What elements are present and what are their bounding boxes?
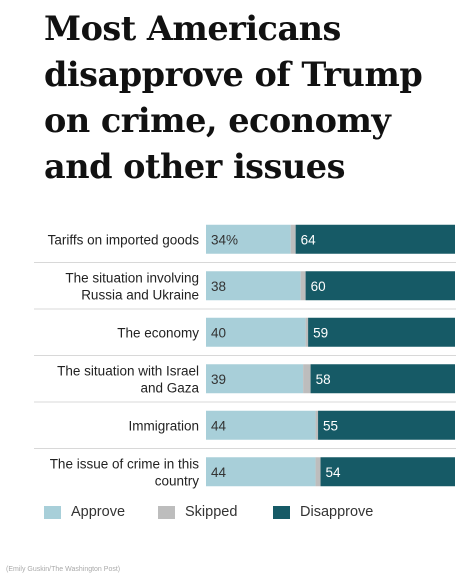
category-label-line: The issue of crime in this xyxy=(50,456,200,471)
bar-skipped xyxy=(290,224,296,254)
data-label-approve: 44 xyxy=(211,465,227,480)
data-label-approve: 40 xyxy=(211,325,226,340)
title-line: and other issues xyxy=(44,147,345,186)
legend: Approve Skipped Disapprove xyxy=(44,504,444,524)
legend-swatch-approve xyxy=(44,505,61,519)
data-label-disapprove: 64 xyxy=(301,232,317,247)
category-label: The economy xyxy=(117,325,199,340)
bar-approve xyxy=(206,317,306,347)
data-label-disapprove: 55 xyxy=(323,418,338,433)
category-label-line: The situation with Israel xyxy=(57,363,199,378)
data-label-approve: 38 xyxy=(211,279,226,294)
bar-approve xyxy=(206,224,291,254)
category-label-line: Tariffs on imported goods xyxy=(48,232,200,247)
bar-disapprove xyxy=(320,457,455,487)
bar-approve xyxy=(206,410,316,440)
bar-skipped xyxy=(305,317,309,347)
bar-skipped xyxy=(315,457,321,487)
stacked-bar-chart: Tariffs on imported goods 34% 64 The situat… xyxy=(34,224,456,488)
legend-swatch-disapprove xyxy=(273,505,290,519)
category-label-line: Immigration xyxy=(128,418,199,433)
title-line: Most Americans xyxy=(44,9,341,48)
data-label-approve: 44 xyxy=(211,418,227,433)
data-label-approve: 34% xyxy=(211,232,238,247)
category-label: The situation involving Russia and Ukrain… xyxy=(65,270,199,302)
bar-skipped xyxy=(315,410,319,440)
legend-label-approve: Approve xyxy=(71,504,126,520)
bar-disapprove xyxy=(318,410,455,440)
category-label-line: The economy xyxy=(117,325,199,340)
bar-disapprove xyxy=(310,364,455,394)
bar-skipped xyxy=(300,271,306,301)
category-label-line: country xyxy=(155,473,200,488)
category-label-line: Russia and Ukraine xyxy=(81,287,199,302)
bar-disapprove xyxy=(308,317,455,347)
bar-disapprove xyxy=(305,271,455,301)
source-credit: (Emily Guskin/The Washington Post) xyxy=(6,566,121,573)
legend-item-approve: Approve xyxy=(44,504,125,520)
data-label-approve: 39 xyxy=(211,372,226,387)
bar-skipped xyxy=(303,364,311,394)
bar-approve xyxy=(206,457,316,487)
category-label: Tariffs on imported goods xyxy=(48,232,200,247)
legend-item-skipped: Skipped xyxy=(158,504,237,520)
chart-title: Most Americans disapprove of Trump on cr… xyxy=(44,6,444,190)
data-label-disapprove: 58 xyxy=(316,372,331,387)
category-label: The issue of crime in this country xyxy=(50,456,200,488)
title-line: on crime, economy xyxy=(44,101,391,140)
category-label: Immigration xyxy=(128,418,199,433)
legend-label-skipped: Skipped xyxy=(185,504,238,520)
legend-swatch-skipped xyxy=(158,505,175,519)
category-label-line: and Gaza xyxy=(140,380,199,395)
legend-item-disapprove: Disapprove xyxy=(273,504,373,520)
data-label-disapprove: 54 xyxy=(326,465,342,480)
category-label: The situation with Israel and Gaza xyxy=(57,363,199,395)
category-label-line: The situation involving xyxy=(65,270,199,285)
bar-approve xyxy=(206,271,301,301)
legend-label-disapprove: Disapprove xyxy=(300,504,374,520)
title-line: disapprove of Trump xyxy=(44,55,423,94)
bar-approve xyxy=(206,364,304,394)
bar-disapprove xyxy=(295,224,455,254)
data-label-disapprove: 59 xyxy=(313,325,328,340)
data-label-disapprove: 60 xyxy=(311,279,326,294)
